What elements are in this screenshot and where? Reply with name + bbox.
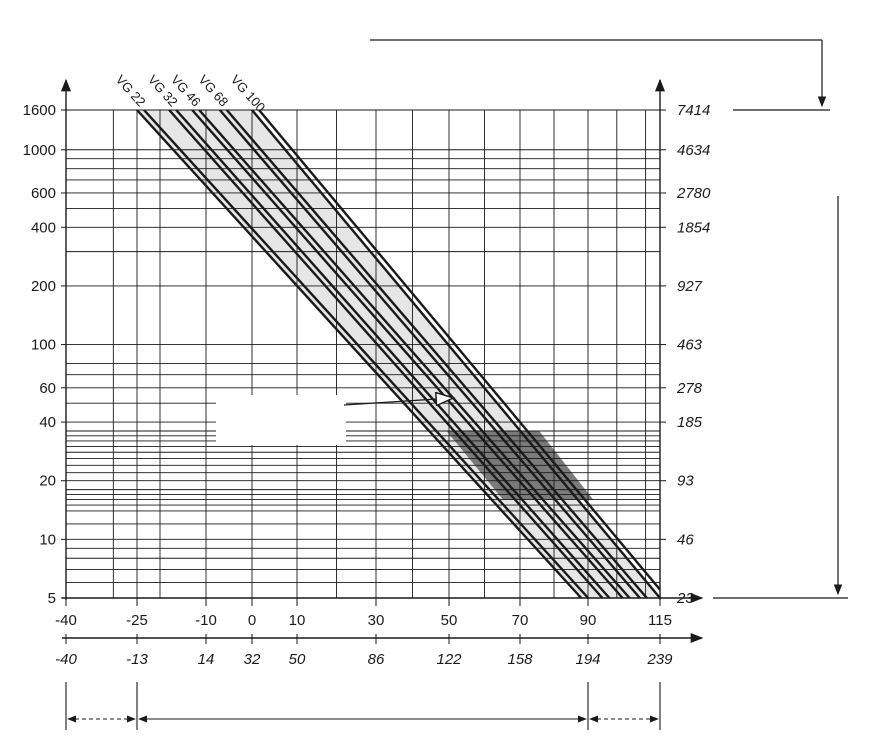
series-line-pair: [258, 110, 660, 592]
y-tick-label: 1000: [23, 142, 56, 159]
x-tick-label-c: -40: [55, 612, 77, 629]
y-tick-label: 400: [31, 219, 56, 236]
x-tick-label-c: -25: [126, 612, 148, 629]
x-tick-label-c: 90: [580, 612, 597, 629]
x-tick-label-c: 115: [648, 612, 672, 629]
y-tick-label-sus: 7414: [677, 102, 710, 119]
x-tick-label-f: 122: [436, 651, 462, 668]
y-tick-label: 600: [31, 185, 56, 202]
optimum-arrow: [343, 398, 452, 405]
x-tick-label-f: 194: [575, 651, 600, 668]
y-tick-label: 5: [48, 590, 56, 607]
x-tick-label-c: 0: [248, 612, 256, 629]
y-tick-label-sus: 927: [677, 278, 703, 295]
series-line-vg32: [168, 109, 604, 599]
series-label: VG 100: [228, 72, 269, 115]
x-tick-label-c: 30: [368, 612, 385, 629]
series-label: VG 22: [113, 72, 149, 109]
x-tick-label-f: -40: [55, 651, 77, 668]
x-tick-label-f: 32: [244, 651, 261, 668]
x-tick-label-c: 10: [289, 612, 306, 629]
y-tick-label-sus: 23: [676, 590, 694, 607]
x-tick-label-c: 50: [441, 612, 458, 629]
series-line-pair: [198, 110, 631, 598]
y-tick-label: 20: [39, 473, 56, 490]
y-tick-label-sus: 4634: [677, 142, 710, 159]
y-tick-label-sus: 185: [677, 414, 703, 431]
series-line-pair: [175, 110, 611, 598]
y-tick-label-sus: 2780: [676, 185, 711, 202]
y-tick-label-sus: 1854: [677, 219, 710, 236]
bands: [137, 110, 660, 598]
y-tick-label: 60: [39, 380, 56, 397]
y-tick-label-sus: 93: [677, 473, 694, 490]
y-tick-label: 40: [39, 414, 56, 431]
x-tick-label-f: 86: [368, 651, 385, 668]
series-label: VG 68: [196, 72, 232, 109]
series-line-pair: [143, 110, 590, 598]
y-tick-label: 200: [31, 278, 56, 295]
y-tick-label-sus: 463: [677, 337, 703, 354]
y-tick-label: 100: [31, 337, 56, 354]
series-line-vg22: [136, 109, 583, 599]
series-line-vg46: [191, 109, 624, 599]
x-tick-label-f: -13: [126, 651, 148, 668]
x-tick-label-f: 239: [646, 651, 673, 668]
series-line-vg68: [218, 109, 641, 599]
series-line-pair: [225, 110, 648, 598]
x-tick-label-f: 14: [198, 651, 215, 668]
x-tick-label-f: 158: [507, 651, 533, 668]
y-tick-label-sus: 278: [676, 380, 703, 397]
viscosity-band: [137, 110, 660, 598]
y-tick-label: 10: [39, 531, 56, 548]
x-tick-label-c: 70: [512, 612, 529, 629]
y-tick-label: 1600: [23, 102, 56, 119]
series-line-vg100: [251, 109, 661, 599]
optimum-label-bg: [216, 395, 346, 445]
x-tick-label-f: 50: [289, 651, 306, 668]
y-tick-label-sus: 46: [677, 531, 694, 548]
x-tick-label-c: -10: [195, 612, 217, 629]
